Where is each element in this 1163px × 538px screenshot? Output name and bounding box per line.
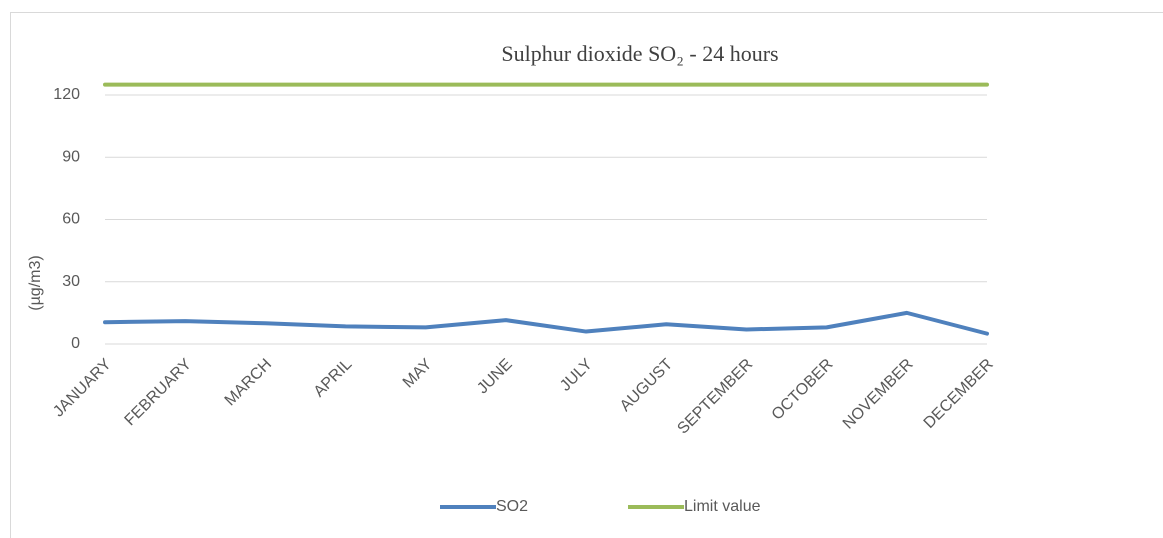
y-tick-label: 120 (53, 86, 80, 103)
y-tick-label: 90 (62, 148, 80, 165)
chart-frame (10, 12, 1163, 538)
legend-label: Limit value (684, 498, 761, 515)
y-tick-label: 30 (62, 273, 80, 290)
y-axis-label: (µg/m3) (27, 255, 44, 310)
line-series (103, 310, 989, 336)
chart-title: Sulphur dioxide SO₂ - 24 hours (501, 41, 778, 66)
legend-label: SO2 (496, 498, 528, 515)
y-tick-label: 0 (71, 335, 80, 352)
y-tick-label: 60 (62, 211, 80, 228)
